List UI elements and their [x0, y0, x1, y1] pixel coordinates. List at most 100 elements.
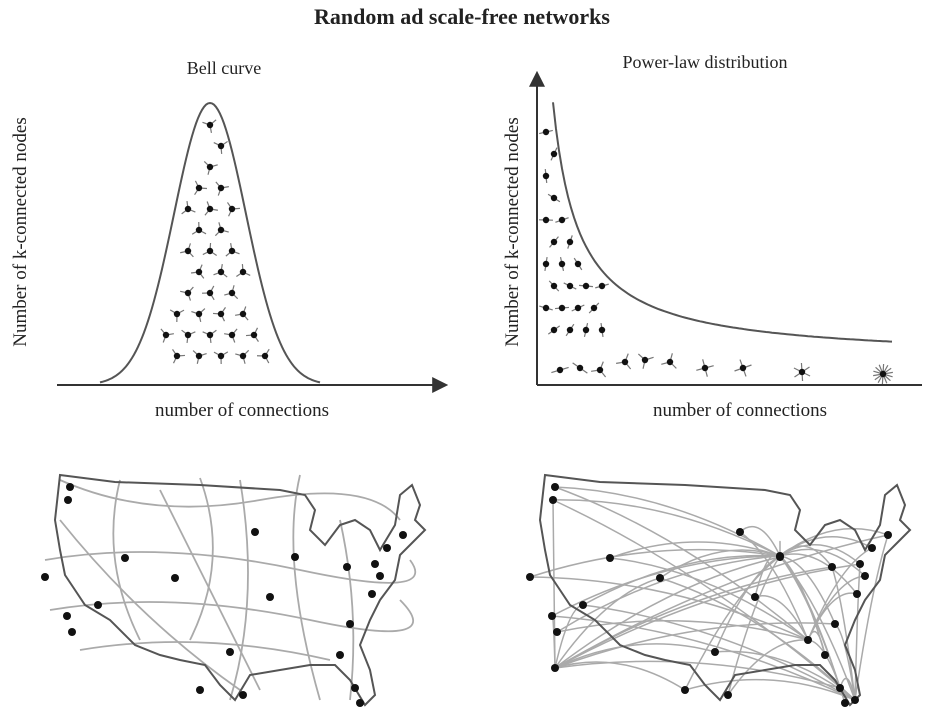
- node: [218, 311, 224, 317]
- node: [543, 261, 549, 267]
- node: [557, 367, 563, 373]
- bell-curve: [100, 103, 320, 382]
- node: [346, 620, 354, 628]
- node: [551, 195, 557, 201]
- edge: [190, 478, 213, 640]
- node: [185, 332, 191, 338]
- node: [642, 357, 648, 363]
- node: [171, 574, 179, 582]
- node: [776, 552, 784, 560]
- node: [851, 696, 859, 704]
- node: [799, 369, 805, 375]
- node: [251, 528, 259, 536]
- node: [207, 206, 213, 212]
- node: [656, 574, 664, 582]
- edge: [552, 616, 855, 700]
- node: [185, 248, 191, 254]
- node: [207, 122, 213, 128]
- y-axis-label: Number of k-connected nodes: [10, 117, 31, 347]
- node: [207, 164, 213, 170]
- edge: [230, 480, 248, 700]
- figure-title: Random ad scale-free networks: [314, 4, 610, 29]
- node: [240, 353, 246, 359]
- node: [196, 269, 202, 275]
- node: [836, 684, 844, 692]
- node: [856, 560, 864, 568]
- node: [884, 531, 892, 539]
- node: [207, 290, 213, 296]
- node: [551, 151, 557, 157]
- node: [196, 686, 204, 694]
- node: [207, 248, 213, 254]
- node: [583, 327, 589, 333]
- node: [174, 353, 180, 359]
- node: [711, 648, 719, 656]
- node: [240, 269, 246, 275]
- node: [828, 563, 836, 571]
- node: [63, 612, 71, 620]
- node: [751, 593, 759, 601]
- edge: [780, 556, 840, 688]
- node: [567, 239, 573, 245]
- node: [207, 332, 213, 338]
- node: [567, 327, 573, 333]
- panel-title: Bell curve: [187, 58, 261, 78]
- node: [291, 553, 299, 561]
- panel-title: Power-law distribution: [622, 52, 787, 72]
- node: [880, 371, 886, 377]
- node: [66, 483, 74, 491]
- node: [240, 311, 246, 317]
- node: [266, 593, 274, 601]
- node: [543, 217, 549, 223]
- node: [553, 628, 561, 636]
- node: [383, 544, 391, 552]
- node: [251, 332, 257, 338]
- node: [262, 353, 268, 359]
- node: [64, 496, 72, 504]
- node: [218, 353, 224, 359]
- node: [583, 283, 589, 289]
- edge: [80, 642, 330, 660]
- node: [575, 305, 581, 311]
- node: [591, 305, 597, 311]
- node: [736, 528, 744, 536]
- node: [196, 227, 202, 233]
- node: [163, 332, 169, 338]
- node: [599, 283, 605, 289]
- scale-free-network-map: [526, 475, 910, 707]
- node: [526, 573, 534, 581]
- node: [196, 311, 202, 317]
- node: [368, 590, 376, 598]
- node: [218, 227, 224, 233]
- node: [597, 367, 603, 373]
- node: [559, 305, 565, 311]
- node: [551, 239, 557, 245]
- node: [551, 664, 559, 672]
- node: [548, 612, 556, 620]
- node: [667, 359, 673, 365]
- node: [218, 185, 224, 191]
- node: [41, 573, 49, 581]
- edge: [715, 556, 780, 652]
- node: [218, 269, 224, 275]
- node: [174, 311, 180, 317]
- node: [599, 327, 605, 333]
- node: [543, 173, 549, 179]
- node: [622, 359, 628, 365]
- node: [853, 590, 861, 598]
- node: [68, 628, 76, 636]
- node: [549, 496, 557, 504]
- node: [831, 620, 839, 628]
- x-axis-label: number of connections: [155, 400, 329, 421]
- node: [229, 206, 235, 212]
- node: [229, 332, 235, 338]
- node: [551, 283, 557, 289]
- node: [702, 365, 708, 371]
- node: [371, 560, 379, 568]
- node: [551, 483, 559, 491]
- node: [724, 691, 732, 699]
- node: [575, 261, 581, 267]
- node: [196, 185, 202, 191]
